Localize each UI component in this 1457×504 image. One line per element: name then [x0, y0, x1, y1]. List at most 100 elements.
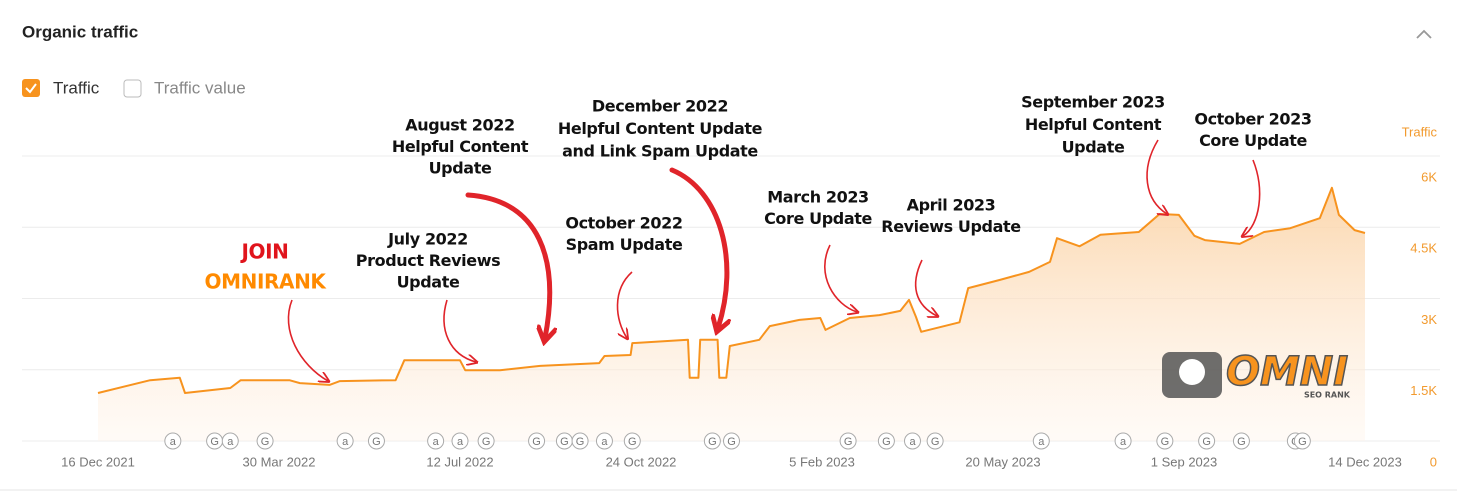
event-label: a — [909, 436, 916, 448]
event-label: a — [601, 436, 608, 448]
watermark-brand: OMNI — [1226, 349, 1348, 395]
event-label: a — [170, 436, 177, 448]
y-tick-label: 0 — [1430, 454, 1437, 469]
y-tick-label: 4.5K — [1410, 241, 1437, 256]
event-label: a — [1120, 436, 1127, 448]
event-marker — [703, 432, 721, 450]
event-marker — [1232, 432, 1250, 450]
watermark-sub: SEO RANK — [1304, 391, 1351, 400]
y-axis-label: Traffic — [1402, 124, 1438, 139]
panel-title: Organic traffic — [22, 22, 138, 41]
event-marker — [623, 432, 641, 450]
event-label: G — [931, 436, 940, 448]
annotation-text: Helpful Content Update — [558, 119, 763, 138]
arrow — [914, 259, 937, 316]
event-label: G — [727, 436, 736, 448]
event-label: a — [1038, 436, 1045, 448]
annotation-text: Product Reviews — [356, 251, 500, 270]
annotation-text: Update — [1062, 138, 1125, 157]
event-label: G — [372, 436, 381, 448]
event-label: G — [210, 436, 219, 448]
event-label: G — [1161, 436, 1170, 448]
event-label: a — [457, 436, 464, 448]
watermark: OMNI SEO RANK — [1162, 348, 1351, 400]
collapse-chevron[interactable] — [1416, 29, 1432, 39]
event-marker — [528, 432, 546, 450]
event-marker — [595, 432, 613, 450]
event-label: G — [1237, 436, 1246, 448]
annotation-text: Helpful Content — [392, 137, 529, 156]
legend-label[interactable]: Traffic value — [154, 78, 246, 97]
annotation-text: March 2023 — [767, 188, 869, 207]
event-label: G — [844, 436, 853, 448]
event-marker — [164, 432, 182, 450]
traffic-value-checkbox[interactable] — [123, 79, 142, 98]
arrow — [287, 299, 328, 381]
annotation-text: OMNIRANK — [205, 270, 328, 294]
event-label: G — [1298, 436, 1307, 448]
annotation-text: Helpful Content — [1025, 115, 1162, 134]
traffic-checkbox[interactable] — [22, 79, 40, 97]
event-label: a — [433, 436, 440, 448]
annotation-text: Update — [429, 159, 492, 178]
arrow — [669, 167, 727, 328]
arrow — [1243, 159, 1261, 236]
event-label: G — [882, 436, 891, 448]
event-marker — [1293, 432, 1311, 450]
event-marker — [1198, 432, 1216, 450]
x-tick-label: 5 Feb 2023 — [789, 454, 855, 469]
annotation-text: August 2022 — [405, 116, 515, 135]
y-tick-label: 1.5K — [1410, 383, 1437, 398]
event-label: G — [261, 436, 270, 448]
legend-label[interactable]: Traffic — [53, 78, 100, 97]
event-label: G — [482, 436, 491, 448]
event-marker — [451, 432, 469, 450]
event-marker — [1032, 432, 1050, 450]
event-marker — [571, 432, 589, 450]
event-marker — [926, 432, 944, 450]
y-tick-label: 6K — [1421, 169, 1437, 184]
event-label: a — [342, 436, 349, 448]
annotation-arrows — [287, 139, 1261, 381]
arrow — [1146, 139, 1167, 214]
event-marker — [839, 432, 857, 450]
x-tick-label: 12 Jul 2022 — [426, 454, 493, 469]
annotation-text: April 2023 — [907, 196, 996, 215]
event-marker — [1156, 432, 1174, 450]
event-label: G — [560, 436, 569, 448]
logo-icon — [1179, 359, 1205, 385]
event-marker — [256, 432, 274, 450]
check-icon — [25, 83, 37, 94]
event-marker — [477, 432, 495, 450]
y-tick-label: 3K — [1421, 312, 1437, 327]
arrow — [465, 192, 550, 338]
x-tick-label: 1 Sep 2023 — [1151, 454, 1218, 469]
x-tick-label: 14 Dec 2023 — [1328, 454, 1402, 469]
event-label: G — [628, 436, 637, 448]
annotation-text: Spam Update — [566, 235, 683, 254]
x-tick-label: 16 Dec 2021 — [61, 454, 135, 469]
annotation-text: October 2023 — [1194, 110, 1311, 129]
x-tick-label: 20 May 2023 — [965, 454, 1040, 469]
arrow — [443, 299, 476, 362]
annotation-text: Update — [397, 273, 460, 292]
event-marker — [427, 432, 445, 450]
traffic-line — [97, 186, 1366, 394]
event-marker — [1114, 432, 1132, 450]
event-label: a — [227, 436, 234, 448]
event-marker — [904, 432, 921, 450]
event-label: G — [708, 436, 717, 448]
event-label: G — [1202, 436, 1211, 448]
annotation-text: JOIN — [239, 240, 288, 264]
arrow — [824, 244, 857, 312]
event-marker — [723, 432, 740, 450]
event-label: G — [576, 436, 585, 448]
area-fill — [98, 187, 1365, 441]
annotation-text: Core Update — [764, 209, 872, 228]
event-marker — [336, 432, 354, 450]
annotation-text: July 2022 — [387, 230, 468, 249]
annotation-text: September 2023 — [1021, 93, 1165, 112]
x-tick-label: 30 Mar 2022 — [243, 454, 316, 469]
annotation-text: October 2022 — [565, 214, 682, 233]
